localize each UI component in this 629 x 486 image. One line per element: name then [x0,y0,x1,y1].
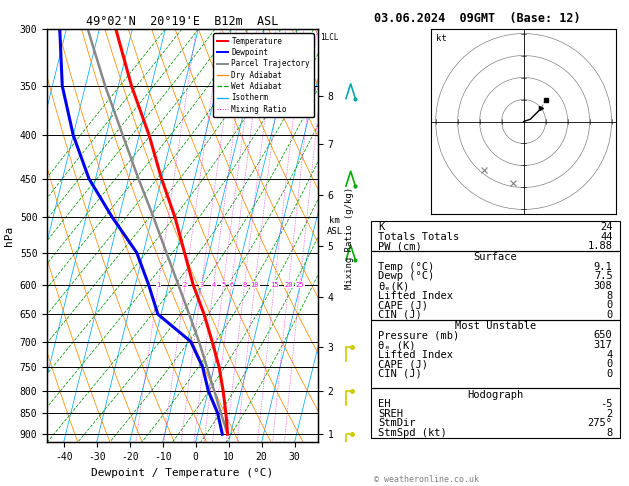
Text: 2: 2 [606,409,613,419]
Text: 9.1: 9.1 [594,262,613,272]
Text: 03.06.2024  09GMT  (Base: 12): 03.06.2024 09GMT (Base: 12) [374,12,581,25]
Text: Surface: Surface [474,252,517,262]
Legend: Temperature, Dewpoint, Parcel Trajectory, Dry Adiabat, Wet Adiabat, Isotherm, Mi: Temperature, Dewpoint, Parcel Trajectory… [213,33,314,117]
Text: θₑ (K): θₑ (K) [378,340,416,350]
Text: Totals Totals: Totals Totals [378,232,459,242]
Text: -5: -5 [600,399,613,409]
Text: θₑ(K): θₑ(K) [378,281,409,291]
Text: 1LCL: 1LCL [320,33,339,42]
Text: CAPE (J): CAPE (J) [378,300,428,310]
Text: 24: 24 [600,222,613,232]
Text: 0: 0 [606,300,613,310]
Text: Dewp (°C): Dewp (°C) [378,272,435,281]
Text: 8: 8 [606,291,613,301]
Text: 7.5: 7.5 [594,272,613,281]
Text: 650: 650 [594,330,613,341]
Text: 0: 0 [606,369,613,379]
Text: 4: 4 [606,350,613,360]
Text: SREH: SREH [378,409,403,419]
Text: 4: 4 [211,282,216,288]
Text: StmDir: StmDir [378,418,416,428]
Text: CIN (J): CIN (J) [378,310,422,320]
Title: 49°02'N  20°19'E  B12m  ASL: 49°02'N 20°19'E B12m ASL [86,15,279,28]
Text: 44: 44 [600,232,613,242]
Text: 10: 10 [250,282,259,288]
Text: Mixing Ratio (g/kg): Mixing Ratio (g/kg) [345,187,353,289]
Text: 275°: 275° [587,418,613,428]
Text: 5: 5 [221,282,226,288]
Text: K: K [378,222,384,232]
Text: 1: 1 [156,282,160,288]
Text: CAPE (J): CAPE (J) [378,359,428,369]
Text: 2: 2 [183,282,187,288]
Text: 317: 317 [594,340,613,350]
Text: PW (cm): PW (cm) [378,241,422,251]
Text: kt: kt [436,34,447,43]
Text: Temp (°C): Temp (°C) [378,262,435,272]
Text: 0: 0 [606,310,613,320]
Text: © weatheronline.co.uk: © weatheronline.co.uk [374,474,479,484]
Text: Lifted Index: Lifted Index [378,350,453,360]
Y-axis label: hPa: hPa [4,226,14,246]
Text: 0: 0 [606,359,613,369]
X-axis label: Dewpoint / Temperature (°C): Dewpoint / Temperature (°C) [91,468,274,478]
Text: 8: 8 [606,428,613,438]
Y-axis label: km
ASL: km ASL [326,216,343,236]
Text: Hodograph: Hodograph [467,389,523,399]
Text: 20: 20 [284,282,293,288]
Text: 3: 3 [199,282,204,288]
Text: 1.88: 1.88 [587,241,613,251]
Text: 15: 15 [270,282,279,288]
Text: StmSpd (kt): StmSpd (kt) [378,428,447,438]
Text: 6: 6 [230,282,233,288]
Text: EH: EH [378,399,391,409]
Text: Most Unstable: Most Unstable [455,321,536,331]
Text: 8: 8 [242,282,247,288]
Text: Pressure (mb): Pressure (mb) [378,330,459,341]
Text: CIN (J): CIN (J) [378,369,422,379]
Text: 25: 25 [296,282,304,288]
Text: 308: 308 [594,281,613,291]
Text: Lifted Index: Lifted Index [378,291,453,301]
